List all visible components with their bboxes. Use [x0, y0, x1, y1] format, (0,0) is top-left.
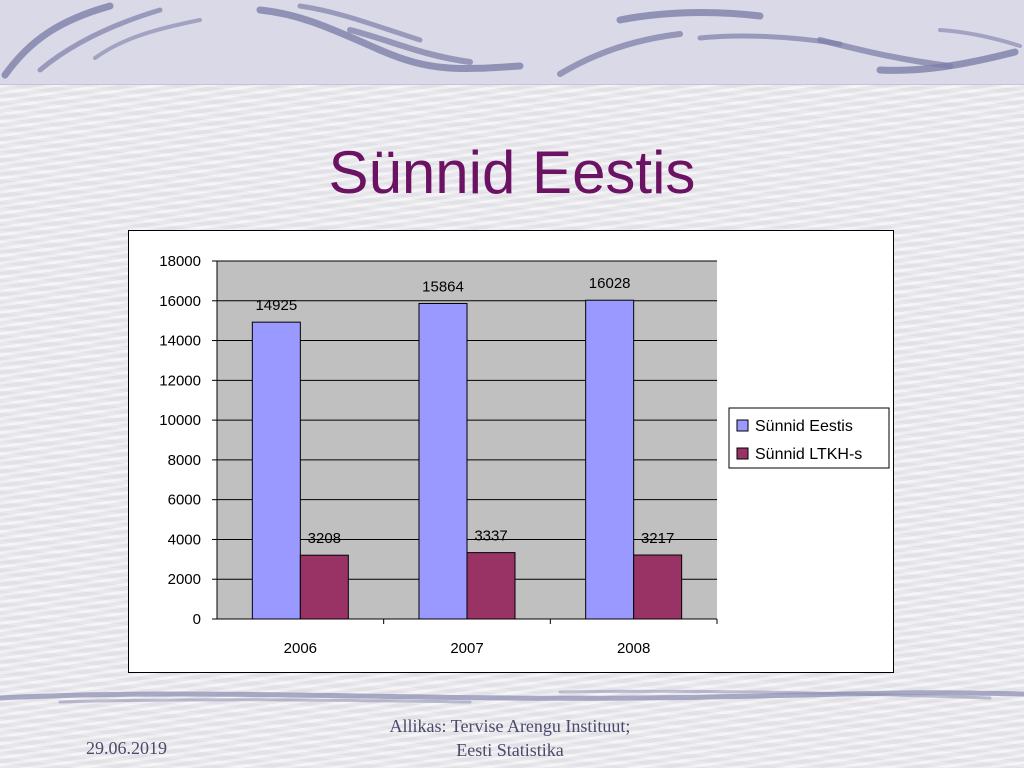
x-tick-label: 2008 [617, 640, 650, 657]
x-tick-label: 2007 [450, 640, 483, 657]
y-tick-label: 18000 [159, 253, 201, 270]
bar [299, 554, 349, 620]
y-tick-label: 8000 [168, 452, 201, 469]
x-tick-label: 2006 [284, 640, 317, 657]
data-label: 16028 [589, 275, 631, 292]
bar [418, 302, 468, 620]
bar [466, 552, 516, 620]
bar [251, 321, 301, 620]
y-tick-label: 10000 [159, 412, 201, 429]
data-label: 14925 [255, 297, 297, 314]
legend [728, 407, 890, 469]
y-tick-label: 14000 [159, 333, 201, 350]
y-tick-label: 6000 [168, 492, 201, 509]
footer-source: Allikas: Tervise Arengu Instituut; Eesti… [300, 714, 720, 762]
legend-label: Sünnid LTKH-s [755, 446, 862, 463]
slide-title: Sünnid Eestis [328, 139, 696, 206]
bar-chart: 0 2000 4000 6000 8000 10000 12000 14000 16000 180… [159, 253, 890, 657]
footer-source-line-2: Eesti Statistika [456, 740, 564, 760]
legend-label: Sünnid Eestis [755, 418, 853, 435]
footer-divider [0, 689, 1024, 704]
legend-swatch [736, 419, 749, 432]
footer-date: 29.06.2019 [86, 738, 167, 758]
data-label: 3337 [474, 528, 507, 545]
legend-swatch [736, 447, 749, 460]
data-label: 15864 [422, 278, 464, 295]
header-decoration [0, 0, 1024, 85]
chart: 0 2000 4000 6000 8000 10000 12000 14000 16000 180… [128, 230, 894, 673]
y-tick-label: 12000 [159, 372, 201, 389]
bar [585, 299, 635, 620]
y-tick-label: 4000 [168, 531, 201, 548]
bar [633, 554, 683, 620]
y-tick-label: 2000 [168, 571, 201, 588]
data-label: 3217 [641, 530, 674, 547]
footer-source-line-1: Allikas: Tervise Arengu Instituut; [389, 716, 631, 736]
data-label: 3208 [308, 530, 341, 547]
y-tick-label: 16000 [159, 293, 201, 310]
y-tick-label: 0 [193, 611, 201, 628]
